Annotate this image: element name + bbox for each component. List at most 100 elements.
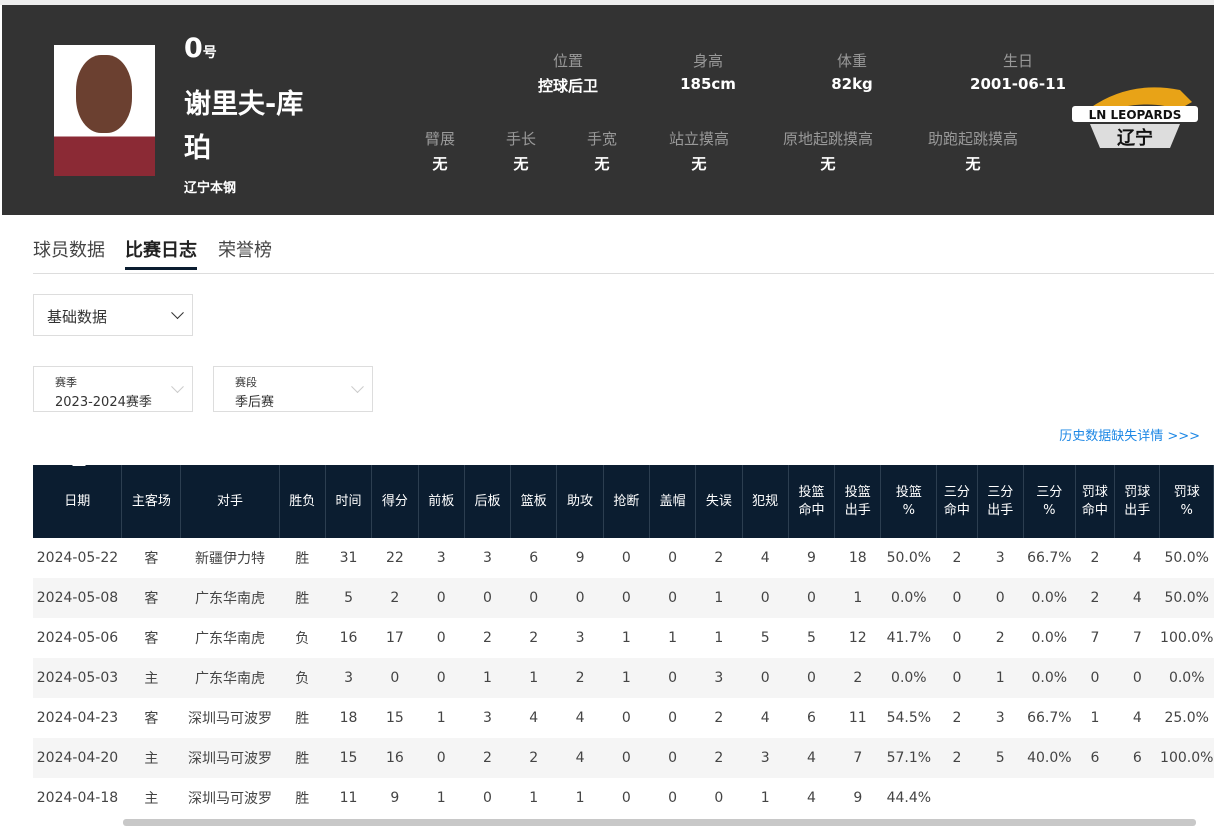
table-cell: 31 bbox=[339, 550, 358, 566]
column-header[interactable]: 投篮 命中 bbox=[788, 465, 836, 538]
column-header[interactable]: 主客场 bbox=[121, 465, 182, 538]
table-cell: 0 bbox=[371, 658, 419, 698]
svg-text:辽宁: 辽宁 bbox=[1117, 127, 1153, 149]
table-cell: 3 bbox=[742, 738, 789, 778]
table-cell: 25.0% bbox=[1164, 710, 1209, 726]
table-cell: 深圳马可波罗 bbox=[187, 711, 272, 727]
table-cell: 6 bbox=[1114, 738, 1160, 778]
table-cell: 胜 bbox=[295, 791, 310, 807]
table-cell: 2 bbox=[1090, 550, 1100, 566]
column-header[interactable]: 投篮 出手 bbox=[834, 465, 882, 538]
tab-honors[interactable]: 荣誉榜 bbox=[218, 240, 272, 261]
stage-value: 季后赛 bbox=[235, 395, 275, 410]
table-cell: 3 bbox=[695, 658, 743, 698]
stat-label: 站立摸高 bbox=[668, 130, 729, 148]
column-header[interactable]: 罚球 % bbox=[1159, 465, 1214, 538]
table-cell: 1 bbox=[575, 790, 585, 806]
tab-game-log[interactable]: 比赛日志 bbox=[125, 236, 197, 270]
column-header[interactable]: 时间 bbox=[325, 465, 373, 538]
table-cell: 0.0% bbox=[1023, 578, 1076, 618]
stat-value: 2001-06-11 bbox=[970, 75, 1066, 93]
stat-label: 手长 bbox=[505, 130, 536, 148]
stat-item: 原地起跳摸高无 bbox=[758, 128, 898, 174]
table-cell: 2 bbox=[510, 738, 557, 778]
table-cell: 2 bbox=[936, 738, 978, 778]
column-header[interactable]: 胜负 bbox=[279, 465, 326, 538]
table-cell: 负 bbox=[295, 631, 310, 647]
column-header[interactable]: 得分 bbox=[371, 465, 419, 538]
stat-item: 体重 82kg bbox=[782, 50, 922, 93]
column-header[interactable]: 对手 bbox=[180, 465, 280, 538]
stage-select[interactable]: 赛段 季后赛 bbox=[213, 366, 373, 412]
team-logo: LN LEOPARDS 辽宁 bbox=[1072, 87, 1198, 149]
column-header[interactable]: 后板 bbox=[464, 465, 512, 538]
table-cell: 1 bbox=[760, 790, 770, 806]
column-header[interactable]: 抢断 bbox=[603, 465, 650, 538]
sort-caret-icon bbox=[72, 459, 86, 466]
table-cell: 主 bbox=[121, 738, 181, 778]
table-cell: 2 bbox=[714, 550, 724, 566]
column-header[interactable]: 投篮 % bbox=[880, 465, 938, 538]
stage-label: 赛段 bbox=[235, 376, 257, 389]
table-cell: 主 bbox=[144, 791, 159, 807]
column-header[interactable]: 罚球 出手 bbox=[1114, 465, 1161, 538]
table-cell: 0 bbox=[952, 630, 962, 646]
table-cell: 7 bbox=[1132, 630, 1142, 646]
table-cell: 4 bbox=[1114, 578, 1160, 618]
table-cell: 16 bbox=[371, 738, 419, 778]
table-cell: 0 bbox=[621, 710, 631, 726]
season-select[interactable]: 赛季 2023-2024赛季 bbox=[33, 366, 193, 412]
column-header[interactable]: 前板 bbox=[418, 465, 465, 538]
table-cell: 深圳马可波罗 bbox=[180, 738, 280, 778]
table-cell: 0.0% bbox=[1159, 658, 1214, 698]
history-missing-link[interactable]: 历史数据缺失详情 >>> bbox=[1059, 429, 1200, 444]
table-cell: 6 bbox=[806, 710, 816, 726]
table-cell: 1 bbox=[977, 658, 1024, 698]
column-header[interactable]: 三分 出手 bbox=[977, 465, 1024, 538]
table-cell: 胜 bbox=[295, 551, 310, 567]
table-cell: 1 bbox=[436, 710, 446, 726]
stat-label: 原地起跳摸高 bbox=[782, 130, 873, 148]
table-cell: 2024-05-06 bbox=[36, 630, 119, 646]
tab-bar: 球员数据 比赛日志 荣誉榜 bbox=[33, 236, 1214, 274]
tab-player-stats[interactable]: 球员数据 bbox=[33, 240, 105, 261]
table-cell: 0 bbox=[788, 578, 835, 618]
table-cell: 18 bbox=[339, 710, 358, 726]
table-cell: 0.0% bbox=[1023, 658, 1076, 698]
table-cell: 1 bbox=[529, 790, 539, 806]
table-cell: 54.5% bbox=[886, 710, 932, 726]
chevron-down-icon bbox=[351, 380, 364, 394]
table-cell: 16 bbox=[339, 630, 358, 646]
table-cell bbox=[1023, 778, 1075, 818]
table-cell: 50.0% bbox=[886, 550, 932, 566]
table-cell: 4 bbox=[806, 790, 816, 806]
column-header[interactable]: 盖帽 bbox=[649, 465, 697, 538]
column-header[interactable]: 日期 bbox=[33, 465, 123, 538]
table-cell: 0 bbox=[649, 738, 696, 778]
column-header[interactable]: 助攻 bbox=[556, 465, 604, 538]
stat-label: 臂展 bbox=[424, 130, 455, 148]
horizontal-scrollbar[interactable] bbox=[123, 819, 1196, 826]
stat-value: 无 bbox=[691, 155, 707, 173]
data-type-value: 基础数据 bbox=[47, 308, 108, 326]
table-cell: 44.4% bbox=[886, 790, 932, 806]
column-header[interactable]: 三分 % bbox=[1023, 465, 1076, 538]
table-cell: 客 bbox=[144, 711, 159, 727]
table-cell: 0 bbox=[418, 578, 465, 618]
data-type-select[interactable]: 基础数据 bbox=[33, 294, 193, 336]
column-header[interactable]: 三分 命中 bbox=[936, 465, 978, 538]
column-header[interactable]: 篮板 bbox=[510, 465, 558, 538]
table-cell: 3 bbox=[995, 550, 1005, 566]
table-cell: 5 bbox=[977, 738, 1024, 778]
table-cell: 0 bbox=[483, 790, 492, 806]
column-header[interactable]: 罚球 命中 bbox=[1075, 465, 1116, 538]
table-cell: 0 bbox=[742, 658, 789, 698]
table-cell bbox=[977, 778, 1023, 818]
table-cell: 2 bbox=[483, 630, 492, 646]
table-cell: 2 bbox=[714, 710, 724, 726]
table-cell: 0.0% bbox=[1031, 630, 1068, 646]
table-cell: 0 bbox=[510, 578, 557, 618]
table-cell: 3 bbox=[325, 658, 372, 698]
column-header[interactable]: 失误 bbox=[695, 465, 743, 538]
column-header[interactable]: 犯规 bbox=[742, 465, 789, 538]
